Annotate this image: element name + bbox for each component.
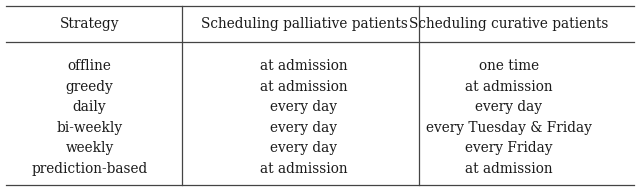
- Text: at admission: at admission: [465, 162, 552, 176]
- Text: Strategy: Strategy: [60, 17, 119, 31]
- Text: prediction-based: prediction-based: [31, 162, 148, 176]
- Text: offline: offline: [68, 59, 111, 73]
- Text: Scheduling palliative patients: Scheduling palliative patients: [200, 17, 408, 31]
- Text: Scheduling curative patients: Scheduling curative patients: [409, 17, 609, 31]
- Text: every day: every day: [271, 121, 337, 135]
- Text: daily: daily: [73, 100, 106, 114]
- Text: weekly: weekly: [65, 141, 114, 155]
- Text: one time: one time: [479, 59, 539, 73]
- Text: at admission: at admission: [260, 59, 348, 73]
- Text: every day: every day: [476, 100, 542, 114]
- Text: at admission: at admission: [260, 79, 348, 94]
- Text: bi-weekly: bi-weekly: [56, 121, 123, 135]
- Text: every day: every day: [271, 100, 337, 114]
- Text: greedy: greedy: [66, 79, 113, 94]
- Text: every Friday: every Friday: [465, 141, 552, 155]
- Text: every day: every day: [271, 141, 337, 155]
- Text: at admission: at admission: [465, 79, 552, 94]
- Text: every Tuesday & Friday: every Tuesday & Friday: [426, 121, 592, 135]
- Text: at admission: at admission: [260, 162, 348, 176]
